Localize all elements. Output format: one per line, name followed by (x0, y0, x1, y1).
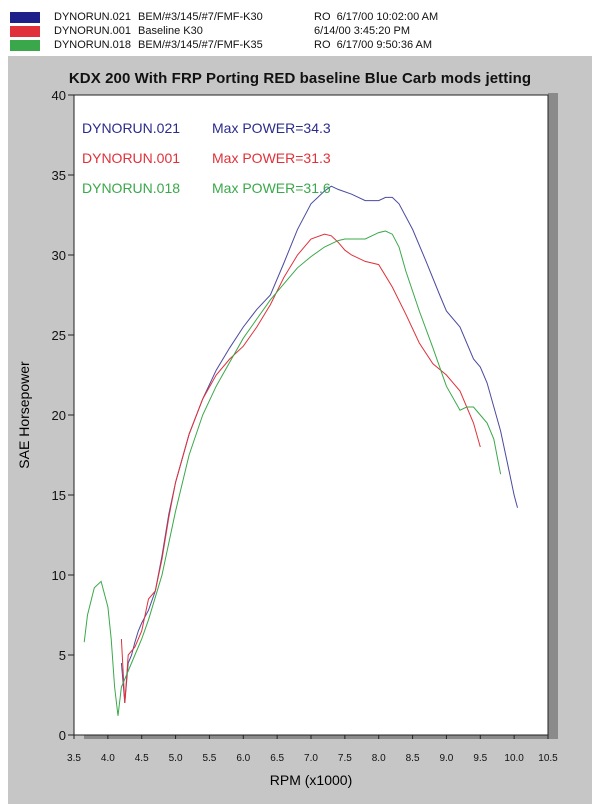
annotation-max-power: Max POWER=31.6 (212, 180, 331, 196)
series-line-dynorun-001 (120, 233, 481, 704)
legend-run-018: DYNORUN.018 (54, 39, 132, 51)
y-tick-label: 10 (52, 568, 66, 583)
annotation-run-label: DYNORUN.018 (82, 180, 180, 196)
legend-swatch-018 (10, 39, 40, 51)
chart-title: KDX 200 With FRP Porting RED baseline Bl… (68, 70, 532, 87)
x-tick-label: 5.5 (202, 753, 216, 764)
x-tick-label: 6.0 (236, 753, 250, 764)
annotation-run-label: DYNORUN.001 (82, 150, 180, 166)
legend-row-001: DYNORUN.001 Baseline K30 6/14/00 3:45:20… (10, 24, 410, 38)
legend-desc-001: Baseline K30 (138, 25, 203, 37)
y-tick-label: 40 (52, 88, 66, 103)
x-tick-label: 10.0 (504, 753, 524, 764)
legend-desc-018: BEM/#3/145/#7/FMF-K35 (138, 39, 263, 51)
x-tick-label: 4.0 (101, 753, 115, 764)
x-tick-label: 9.5 (473, 753, 487, 764)
legend-row-021: DYNORUN.021 BEM/#3/145/#7/FMF-K30 RO 6/1… (10, 10, 438, 24)
annotation-layer: DYNORUN.021 Max POWER=34.3 DYNORUN.001 Max … (82, 120, 331, 196)
x-tick-label: 7.5 (338, 753, 352, 764)
x-tick-label: 8.5 (406, 753, 420, 764)
y-tick-label: 0 (59, 728, 66, 743)
legend-info-021: RO 6/17/00 10:02:00 AM (314, 11, 439, 23)
annotation-max-power: Max POWER=34.3 (212, 120, 331, 136)
legend-run-001: DYNORUN.001 (54, 25, 132, 37)
y-tick-label: 15 (52, 488, 66, 503)
x-tick-label: 8.0 (372, 753, 386, 764)
axes-layer: 0 5 10 15 20 25 30 35 40 3.5 4.0 4.5 5.0 5.5 6.0 6.5 7.0… (52, 88, 559, 764)
legend-run-021: DYNORUN.021 (54, 11, 132, 23)
legend-swatch-001 (10, 25, 40, 37)
annotation-run-label: DYNORUN.021 (82, 120, 180, 136)
series-line-dynorun-021 (120, 185, 518, 704)
y-tick-label: 30 (52, 248, 66, 263)
legend-info-001: 6/14/00 3:45:20 PM (314, 25, 411, 37)
plot-shadow-right (548, 93, 558, 731)
annotation-max-power: Max POWER=31.3 (212, 150, 331, 166)
legend-swatch-021 (10, 11, 40, 23)
legend-desc-021: BEM/#3/145/#7/FMF-K30 (138, 11, 263, 23)
legend-row-018: DYNORUN.018 BEM/#3/145/#7/FMF-K35 RO 6/1… (10, 38, 432, 52)
x-tick-label: 6.5 (270, 753, 284, 764)
x-tick-label: 10.5 (538, 753, 558, 764)
x-tick-label: 4.5 (135, 753, 149, 764)
series-layer (83, 185, 518, 716)
y-tick-label: 20 (52, 408, 66, 423)
x-tick-label: 5.0 (169, 753, 183, 764)
y-tick-label: 35 (52, 168, 66, 183)
legend-info-018: RO 6/17/00 9:50:36 AM (314, 39, 433, 51)
x-axis-title: RPM (x1000) (270, 772, 352, 788)
y-tick-label: 25 (52, 328, 66, 343)
series-line-dynorun-018 (83, 230, 502, 716)
y-tick-label: 5 (59, 648, 66, 663)
x-tick-label: 7.0 (304, 753, 318, 764)
y-axis-title: SAE Horsepower (16, 361, 32, 469)
x-tick-label: 3.5 (67, 753, 81, 764)
x-tick-label: 9.0 (439, 753, 453, 764)
